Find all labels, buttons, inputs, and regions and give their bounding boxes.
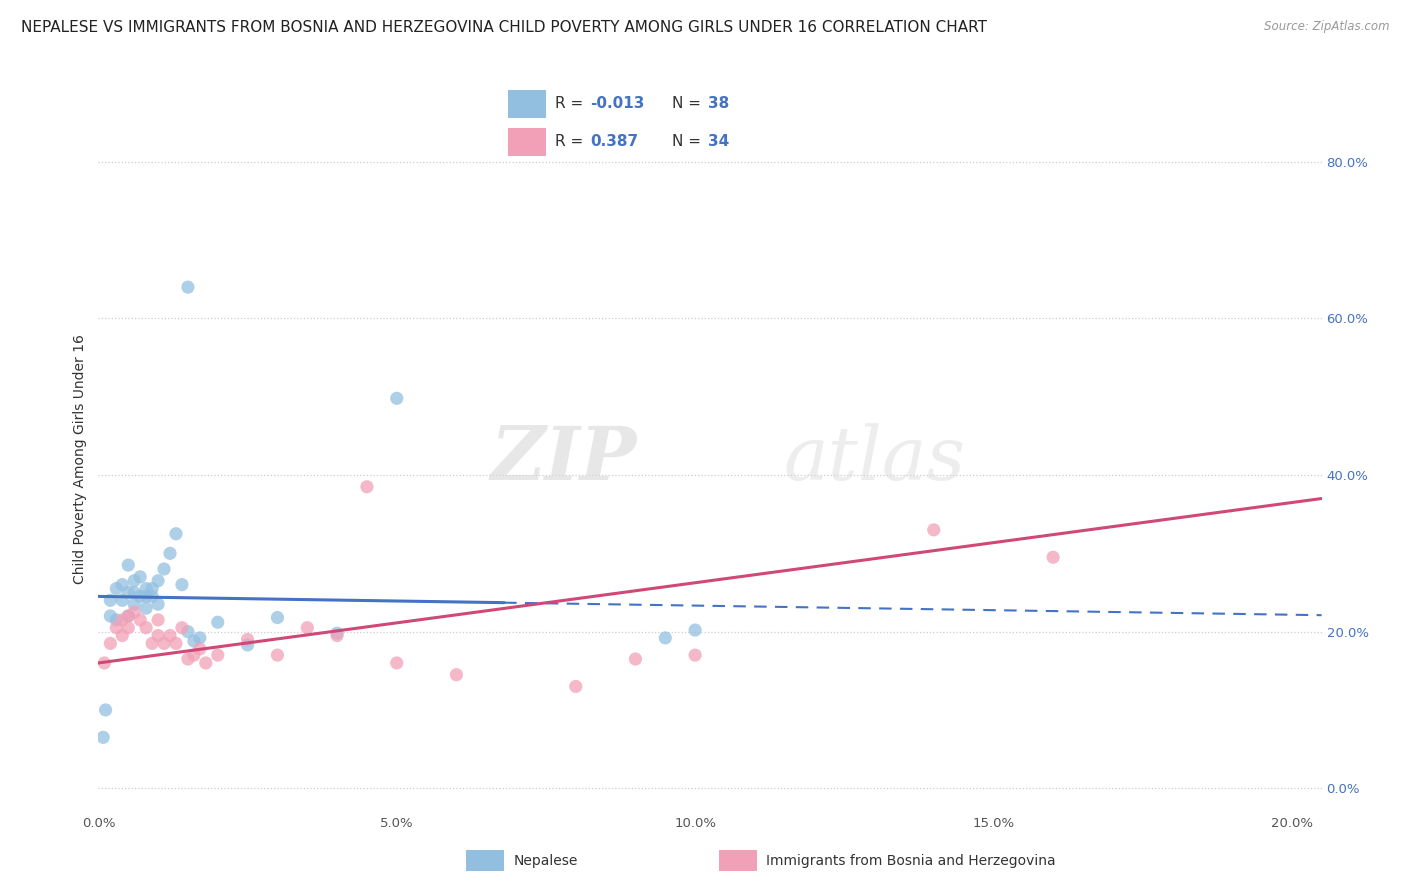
Text: N =: N =: [672, 95, 706, 111]
Point: [683, 648, 706, 662]
Point: [153, 562, 176, 576]
Point: [105, 582, 128, 596]
Point: [98, 609, 121, 624]
Point: [141, 582, 163, 596]
Point: [266, 648, 288, 662]
Point: [146, 574, 169, 588]
Point: [111, 577, 134, 591]
Point: [565, 680, 588, 694]
Point: [624, 652, 647, 666]
Text: NEPALESE VS IMMIGRANTS FROM BOSNIA AND HERZEGOVINA CHILD POVERTY AMONG GIRLS UND: NEPALESE VS IMMIGRANTS FROM BOSNIA AND H…: [21, 20, 987, 35]
Point: [159, 628, 181, 642]
Point: [122, 605, 145, 619]
Point: [159, 546, 181, 560]
Point: [654, 631, 676, 645]
Text: Immigrants from Bosnia and Herzegovina: Immigrants from Bosnia and Herzegovina: [766, 854, 1056, 868]
Point: [153, 636, 176, 650]
Point: [111, 593, 134, 607]
FancyBboxPatch shape: [467, 850, 503, 871]
Point: [98, 593, 121, 607]
Point: [117, 558, 139, 573]
Point: [356, 480, 378, 494]
Point: [122, 585, 145, 599]
FancyBboxPatch shape: [509, 128, 546, 156]
Text: 34: 34: [707, 134, 730, 149]
Point: [146, 597, 169, 611]
Point: [122, 597, 145, 611]
Point: [94, 703, 117, 717]
Point: [135, 601, 157, 615]
Point: [117, 621, 139, 635]
Point: [117, 609, 139, 624]
Point: [177, 652, 200, 666]
Point: [188, 631, 211, 645]
Point: [683, 623, 706, 637]
Text: 38: 38: [707, 95, 730, 111]
Point: [385, 392, 408, 406]
Text: R =: R =: [555, 95, 588, 111]
Point: [446, 667, 468, 681]
Point: [129, 613, 152, 627]
Point: [93, 656, 115, 670]
Point: [165, 636, 187, 650]
Point: [188, 641, 211, 656]
Text: Nepalese: Nepalese: [513, 854, 578, 868]
Point: [297, 621, 319, 635]
Point: [135, 621, 157, 635]
Text: N =: N =: [672, 134, 706, 149]
Point: [266, 610, 288, 624]
FancyBboxPatch shape: [720, 850, 756, 871]
Point: [326, 626, 349, 640]
Point: [91, 731, 114, 745]
Point: [129, 590, 152, 604]
Point: [105, 621, 128, 635]
Point: [111, 613, 134, 627]
FancyBboxPatch shape: [509, 89, 546, 118]
Point: [194, 656, 217, 670]
Point: [117, 585, 139, 599]
Point: [207, 648, 229, 662]
Point: [236, 632, 259, 647]
Point: [105, 613, 128, 627]
Point: [122, 574, 145, 588]
Point: [170, 577, 193, 591]
Point: [326, 628, 349, 642]
Text: atlas: atlas: [783, 423, 966, 496]
Point: [183, 648, 205, 662]
Point: [1042, 550, 1064, 565]
Point: [170, 621, 193, 635]
Point: [117, 609, 139, 624]
Point: [207, 615, 229, 630]
Point: [135, 582, 157, 596]
Point: [135, 590, 157, 604]
Point: [165, 526, 187, 541]
Point: [146, 628, 169, 642]
Point: [146, 613, 169, 627]
Point: [922, 523, 945, 537]
Text: 0.387: 0.387: [591, 134, 638, 149]
Point: [111, 628, 134, 642]
Point: [236, 638, 259, 652]
Point: [183, 634, 205, 648]
Point: [141, 636, 163, 650]
Text: -0.013: -0.013: [591, 95, 645, 111]
Text: ZIP: ZIP: [491, 423, 637, 496]
Text: R =: R =: [555, 134, 588, 149]
Point: [177, 280, 200, 294]
Text: Source: ZipAtlas.com: Source: ZipAtlas.com: [1264, 20, 1389, 33]
Point: [177, 624, 200, 639]
Point: [141, 590, 163, 604]
Point: [385, 656, 408, 670]
Point: [129, 570, 152, 584]
Y-axis label: Child Poverty Among Girls Under 16: Child Poverty Among Girls Under 16: [73, 334, 87, 584]
Point: [98, 636, 121, 650]
